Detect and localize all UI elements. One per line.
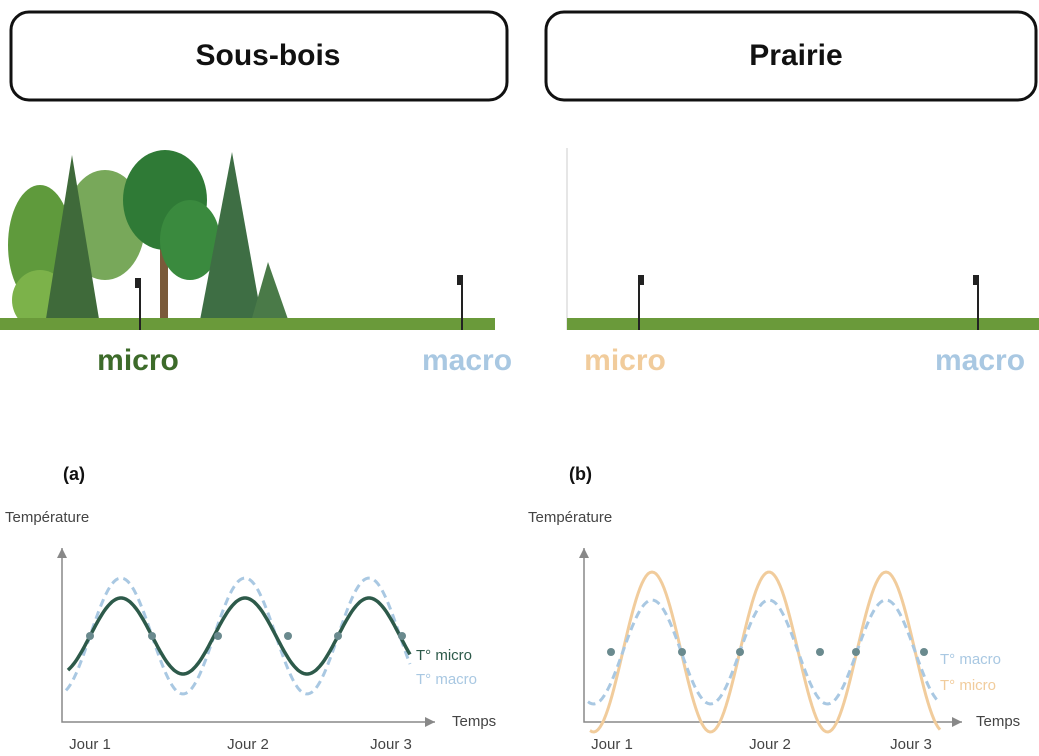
micro-label: micro <box>97 344 179 377</box>
day-label: Jour 3 <box>890 736 932 753</box>
chart-label: (a) <box>63 464 85 484</box>
curve-micro <box>66 596 412 676</box>
day-label: Jour 3 <box>370 736 412 753</box>
panel-box <box>544 10 1038 102</box>
panel-title: Prairie <box>749 39 842 72</box>
chart-label: (b) <box>569 464 592 484</box>
crossing-dot <box>852 648 860 656</box>
axis <box>61 548 435 723</box>
macro-label: macro <box>422 344 512 377</box>
day-label: Jour 2 <box>227 736 269 753</box>
curve-micro <box>589 570 942 734</box>
crossing-dot <box>334 632 342 640</box>
crossing-dot <box>736 648 744 656</box>
crossing-dot <box>607 648 615 656</box>
day-label: Jour 1 <box>69 736 111 753</box>
crossing-dot <box>214 632 222 640</box>
crossing-dot <box>398 632 406 640</box>
x-axis-title: Temps <box>452 713 496 730</box>
crossing-dot <box>816 648 824 656</box>
crossing-dot <box>678 648 686 656</box>
legend-label: T° macro <box>940 651 1001 668</box>
legend-label: T° micro <box>416 647 472 664</box>
curve-macro <box>64 576 412 696</box>
meadow <box>566 148 1039 330</box>
day-label: Jour 2 <box>749 736 791 753</box>
arrow-head <box>57 548 67 558</box>
arrow-head <box>952 717 962 727</box>
panel-box <box>9 10 509 102</box>
crossing-dot <box>284 632 292 640</box>
legend-label: T° macro <box>416 671 477 688</box>
panel-title: Sous-bois <box>195 39 340 72</box>
macro-label: macro <box>935 344 1025 377</box>
curve-macro <box>587 598 941 706</box>
crossing-dot <box>148 632 156 640</box>
legend-label: T° micro <box>940 677 996 694</box>
y-axis-title: Température <box>5 509 89 526</box>
forest <box>0 150 495 330</box>
arrow-head <box>425 717 435 727</box>
curves <box>57 548 962 734</box>
micro-label: micro <box>584 344 666 377</box>
crossing-dot <box>86 632 94 640</box>
crossing-dot <box>920 648 928 656</box>
x-axis-title: Temps <box>976 713 1020 730</box>
arrow-head <box>579 548 589 558</box>
y-axis-title: Température <box>528 509 612 526</box>
day-label: Jour 1 <box>591 736 633 753</box>
